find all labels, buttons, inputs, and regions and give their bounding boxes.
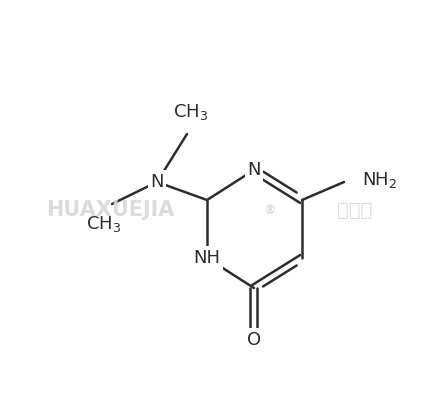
- Text: O: O: [247, 331, 261, 349]
- Text: N: N: [247, 161, 261, 179]
- Text: NH: NH: [193, 249, 221, 267]
- Text: HUAXUEJIA: HUAXUEJIA: [46, 200, 174, 220]
- Text: 化学加: 化学加: [337, 200, 373, 220]
- Text: N: N: [150, 173, 164, 191]
- Text: ®: ®: [264, 204, 276, 216]
- Text: CH$_3$: CH$_3$: [86, 214, 121, 234]
- Text: CH$_3$: CH$_3$: [173, 102, 209, 122]
- Text: NH$_2$: NH$_2$: [362, 170, 397, 190]
